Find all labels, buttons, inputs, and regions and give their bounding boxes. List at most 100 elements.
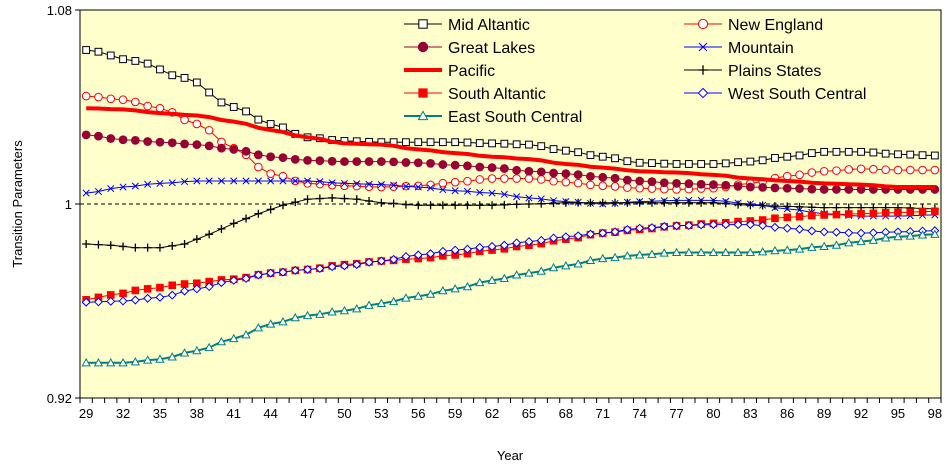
data-point: [401, 293, 411, 302]
data-point: [758, 201, 767, 210]
data-point: [131, 57, 140, 65]
data-point: [352, 157, 362, 166]
y-tick-label: 1: [65, 197, 72, 212]
data-point: [216, 336, 227, 346]
data-point: [476, 188, 484, 197]
legend: Mid Altantic New England Great Lakes Mounta…: [372, 12, 940, 128]
data-point: [180, 139, 189, 149]
legend-item-mountain: Mountain: [684, 40, 794, 57]
data-point: [413, 291, 423, 300]
data-point: [869, 164, 878, 174]
data-point: [881, 165, 890, 175]
data-point: [844, 238, 854, 247]
data-point: [783, 202, 792, 211]
axis-layer: 0.92 1 1.08 29 32 35 38 41 44 47 50 53 56 59 62 65 68 71 7…: [47, 3, 942, 421]
data-point: [721, 220, 731, 230]
series-mid-altantic: [82, 46, 939, 168]
data-point: [635, 176, 645, 186]
legend-swatch-marker: [417, 41, 429, 53]
data-point: [106, 94, 116, 104]
data-point: [561, 261, 571, 270]
x-tick-label: 44: [263, 406, 277, 421]
series-line-plains-states: [86, 197, 935, 249]
data-point: [598, 172, 608, 182]
data-point: [917, 230, 928, 239]
data-point: [684, 160, 693, 168]
data-point: [622, 251, 632, 260]
data-point: [918, 165, 927, 175]
data-point: [807, 149, 816, 158]
data-point: [881, 149, 890, 158]
data-point: [193, 177, 201, 185]
data-point: [745, 182, 755, 192]
series-line-mountain: [86, 180, 935, 217]
data-point: [671, 247, 682, 257]
data-point: [931, 207, 939, 216]
data-point: [574, 198, 583, 207]
data-point: [426, 249, 436, 259]
data-point: [463, 176, 472, 186]
data-point: [906, 150, 915, 159]
data-point: [217, 224, 226, 233]
data-point: [167, 138, 177, 148]
data-point: [697, 160, 706, 168]
data-point: [463, 249, 472, 258]
data-point: [659, 248, 669, 257]
data-point: [291, 198, 300, 207]
data-point: [513, 193, 521, 201]
legend-item-great-lakes: Great Lakes: [404, 40, 535, 57]
x-tick-label: 29: [79, 406, 93, 421]
data-point: [119, 183, 127, 191]
data-point: [328, 179, 336, 187]
data-point: [106, 296, 116, 306]
data-point: [610, 227, 620, 237]
data-point: [672, 221, 682, 231]
data-point: [450, 177, 460, 187]
data-point: [487, 275, 497, 284]
data-point: [647, 177, 657, 186]
data-point: [168, 281, 177, 290]
data-point: [475, 162, 485, 172]
data-point: [302, 310, 313, 320]
data-point: [512, 165, 522, 175]
data-point: [721, 247, 731, 257]
data-point: [733, 220, 743, 230]
data-point: [709, 180, 718, 190]
data-point: [512, 140, 521, 149]
data-point: [426, 201, 435, 210]
data-point: [536, 235, 546, 245]
data-point: [254, 115, 263, 124]
data-point: [254, 162, 263, 172]
data-point: [905, 165, 915, 175]
data-point: [512, 270, 522, 279]
data-point: [573, 178, 583, 188]
series-east-south-central: [81, 229, 940, 367]
data-point: [623, 183, 632, 192]
x-tick-label: 92: [854, 406, 868, 421]
data-point: [807, 184, 817, 194]
data-point: [524, 166, 534, 176]
data-point: [462, 281, 473, 291]
data-point: [143, 137, 153, 146]
x-tick-label: 95: [891, 406, 905, 421]
series-great-lakes: [81, 130, 940, 194]
data-point: [648, 159, 656, 167]
data-point: [414, 183, 422, 191]
data-point: [352, 195, 361, 204]
data-point: [450, 245, 460, 255]
data-point: [143, 285, 152, 293]
data-point: [143, 243, 152, 252]
data-point: [216, 278, 226, 288]
data-point: [389, 182, 398, 192]
data-point: [438, 246, 448, 256]
data-point: [894, 150, 902, 159]
x-tick-label: 74: [632, 406, 646, 421]
data-point: [709, 160, 718, 168]
data-point: [881, 209, 890, 217]
data-point: [770, 202, 779, 211]
data-point: [131, 182, 139, 190]
data-point: [205, 177, 213, 185]
data-point: [119, 289, 127, 298]
x-tick-label: 35: [153, 406, 167, 421]
data-point: [819, 185, 829, 194]
